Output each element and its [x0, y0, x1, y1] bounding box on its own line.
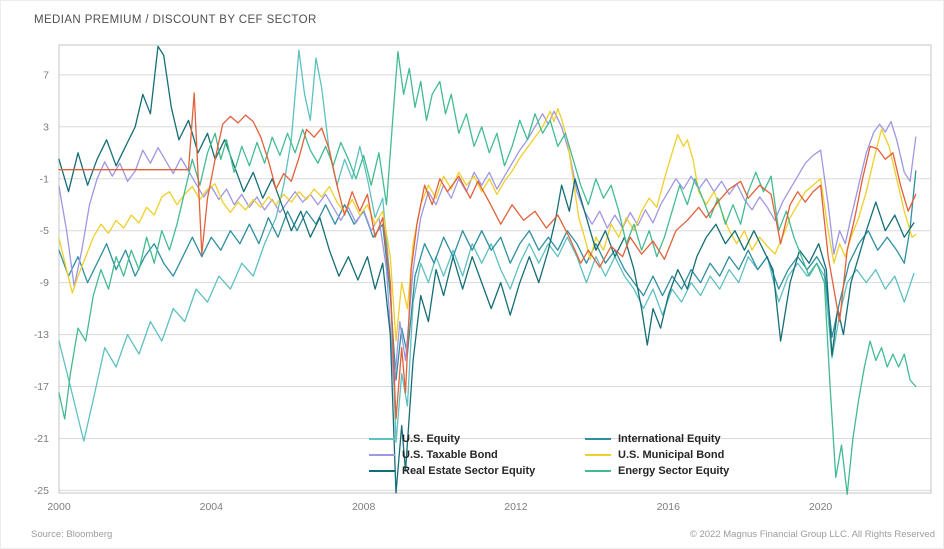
legend-label: Energy Sector Equity	[618, 464, 730, 477]
real-estate-sector-equity-line-swatch	[369, 469, 395, 472]
x-axis-tick-label: 2008	[352, 501, 376, 513]
x-axis-tick-label: 2020	[809, 501, 833, 513]
x-axis-tick-label: 2000	[47, 501, 71, 513]
series-line-real-estate-sector-equity	[58, 45, 915, 494]
legend-label: U.S. Municipal Bond	[618, 448, 725, 461]
y-axis-tick-label: -17	[34, 381, 49, 393]
y-axis-tick-label: -21	[34, 433, 49, 445]
y-axis-tick-label: -13	[34, 329, 49, 341]
legend-item-international-equity: International Equity	[585, 431, 825, 446]
us-taxable-bond-line-swatch	[369, 453, 395, 456]
legend-label: International Equity	[618, 432, 721, 445]
copyright-notice: © 2022 Magnus Financial Group LLC. All R…	[689, 529, 935, 540]
legend-item-real-estate-sector-equity: Real Estate Sector Equity	[369, 463, 585, 478]
plot-border	[58, 44, 932, 494]
series-line-energy-sector-equity	[58, 50, 917, 495]
series-line-u-s-taxable-bond	[58, 110, 917, 388]
international-equity-line-swatch	[585, 437, 611, 440]
us-equity-line-swatch	[369, 437, 395, 440]
x-axis-tick-label: 2004	[200, 501, 224, 513]
legend-label: U.S. Taxable Bond	[402, 448, 498, 461]
chart-title: MEDIAN PREMIUM / DISCOUNT BY CEF SECTOR	[34, 14, 317, 26]
x-axis-tick-label: 2012	[504, 501, 528, 513]
us-municipal-bond-line-swatch	[585, 453, 611, 456]
legend-label: U.S. Equity	[402, 432, 461, 445]
legend-item-us-taxable-bond: U.S. Taxable Bond	[369, 447, 585, 462]
y-axis-tick-label: -9	[40, 277, 49, 289]
y-axis-tick-label: 7	[43, 69, 49, 81]
legend-item-energy-sector-equity: Energy Sector Equity	[585, 463, 825, 478]
legend-item-us-municipal-bond: U.S. Municipal Bond	[585, 447, 825, 462]
series-line-u-s-municipal-bond	[58, 107, 917, 342]
y-axis-tick-label: -25	[34, 485, 49, 497]
y-axis-tick-label: -5	[40, 225, 49, 237]
chart-legend: U.S. Equity International Equity U.S. Ta…	[369, 431, 825, 478]
source-attribution: Source: Bloomberg	[31, 529, 113, 540]
series-line-unlabeled-series	[58, 92, 917, 420]
legend-label: Real Estate Sector Equity	[402, 464, 536, 477]
energy-sector-equity-line-swatch	[585, 469, 611, 472]
series-line-u-s-equity	[58, 49, 915, 444]
x-axis-tick-label: 2016	[657, 501, 681, 513]
series-line-international-equity	[58, 170, 917, 381]
y-axis-tick-label: 3	[43, 121, 49, 133]
y-axis-tick-label: -1	[40, 173, 49, 185]
legend-item-us-equity: U.S. Equity	[369, 431, 585, 446]
